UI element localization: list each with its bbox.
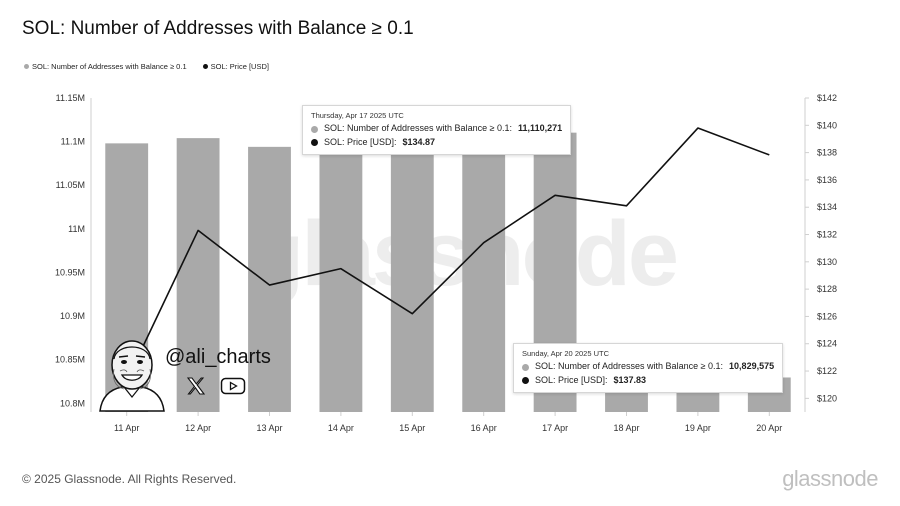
right-tick-label: $122 — [817, 366, 837, 376]
right-tick-label: $132 — [817, 230, 837, 240]
right-tick-label: $138 — [817, 148, 837, 158]
right-tick-label: $136 — [817, 175, 837, 185]
right-tick-label: $134 — [817, 202, 837, 212]
left-tick-label: 10.95M — [55, 267, 85, 277]
tooltip-price-label: SOL: Price [USD]: — [324, 136, 397, 147]
tooltip-row-price: SOL: Price [USD]: $134.87 — [311, 136, 562, 150]
right-tick-label: $140 — [817, 120, 837, 130]
price-line — [125, 127, 770, 381]
x-tick-label: 17 Apr — [542, 423, 568, 433]
tooltip-apr17: Thursday, Apr 17 2025 UTC SOL: Number of… — [302, 105, 572, 156]
x-tick-label: 18 Apr — [613, 423, 639, 433]
bar — [248, 146, 291, 412]
tooltip-apr20: Sunday, Apr 20 2025 UTC SOL: Number of A… — [513, 343, 784, 394]
tooltip-dot-addresses — [522, 363, 529, 371]
tooltip-price-label: SOL: Price [USD]: — [535, 374, 608, 385]
legend-dot-addresses — [24, 64, 29, 69]
left-tick-label: 11.15M — [56, 93, 85, 103]
bar — [462, 134, 506, 412]
right-axis: $120 $122 $124 $126 $128 $130 $132 $134 $136 $138… — [804, 93, 837, 412]
right-tick-label: $142 — [817, 93, 837, 103]
bar — [390, 137, 434, 412]
x-tick-label: 12 Apr — [185, 423, 211, 433]
legend-item-price[interactable]: SOL: Price [USD] — [202, 62, 269, 71]
tooltip-addr-label: SOL: Number of Addresses with Balance ≥ … — [535, 361, 724, 372]
tooltip-addr-value: 11,110,271 — [518, 123, 563, 134]
x-axis: 11 Apr 12 Apr 13 Apr 14 Apr 15 Apr 16 Apr 17 A… — [114, 412, 782, 433]
tooltip-dot-price — [311, 139, 318, 146]
legend-item-addresses[interactable]: SOL: Number of Addresses with Balance ≥ … — [24, 62, 187, 71]
right-tick-label: $124 — [817, 339, 837, 349]
author-handle: @ali_charts — [165, 346, 271, 368]
tooltip-row-addresses: SOL: Number of Addresses with Balance ≥ … — [522, 360, 774, 374]
tooltip-date: Thursday, Apr 17 2025 UTC — [311, 111, 404, 120]
right-tick-label: $120 — [817, 393, 837, 403]
social-icons — [186, 376, 246, 396]
brand-logo: glassnode — [782, 466, 878, 491]
tooltip-dot-price — [522, 377, 529, 384]
x-tick-label: 20 Apr — [756, 423, 782, 433]
left-tick-label: 11M — [68, 224, 85, 234]
legend-dot-price — [202, 64, 208, 69]
tooltip-row-price: SOL: Price [USD]: $137.83 — [522, 374, 774, 388]
tooltip-addr-label: SOL: Number of Addresses with Balance ≥ … — [324, 123, 513, 134]
left-tick-label: 10.85M — [55, 355, 85, 365]
x-tick-label: 14 Apr — [328, 423, 354, 433]
bar — [176, 138, 220, 412]
bar — [319, 141, 363, 412]
x-tick-label: 19 Apr — [685, 423, 711, 433]
left-axis: 10.8M 10.85M 10.9M 10.95M 11M 11.05M 11.1M 11.1… — [55, 93, 92, 412]
tooltip-dot-addresses — [311, 125, 318, 133]
tooltip-row-addresses: SOL: Number of Addresses with Balance ≥ … — [311, 122, 562, 136]
right-tick-label: $128 — [817, 284, 837, 294]
x-tick-label: 15 Apr — [399, 423, 425, 433]
tooltip-price-value: $137.83 — [613, 374, 647, 385]
play-icon[interactable] — [220, 376, 246, 396]
copyright: © 2025 Glassnode. All Rights Reserved. — [22, 472, 237, 486]
chart-title: SOL: Number of Addresses with Balance ≥ … — [22, 18, 414, 39]
avatar — [99, 340, 165, 412]
x-tick-label: 16 Apr — [471, 423, 497, 433]
x-tick-label: 11 Apr — [114, 423, 139, 433]
left-tick-label: 10.8M — [60, 398, 85, 408]
tooltip-price-value: $134.87 — [402, 136, 436, 147]
legend-label-price: SOL: Price [USD] — [210, 62, 269, 71]
right-tick-label: $130 — [817, 257, 837, 267]
left-tick-label: 11.1M — [61, 137, 85, 147]
x-logo-icon[interactable] — [186, 376, 206, 396]
tooltip-addr-value: 10,829,575 — [729, 361, 775, 372]
right-tick-label: $126 — [817, 311, 837, 321]
legend-label-addresses: SOL: Number of Addresses with Balance ≥ … — [32, 62, 187, 71]
legend: SOL: Number of Addresses with Balance ≥ … — [24, 62, 269, 71]
left-tick-label: 10.9M — [60, 311, 85, 321]
tooltip-date: Sunday, Apr 20 2025 UTC — [522, 349, 609, 358]
x-tick-label: 13 Apr — [256, 423, 282, 433]
left-tick-label: 11.05M — [56, 180, 85, 190]
